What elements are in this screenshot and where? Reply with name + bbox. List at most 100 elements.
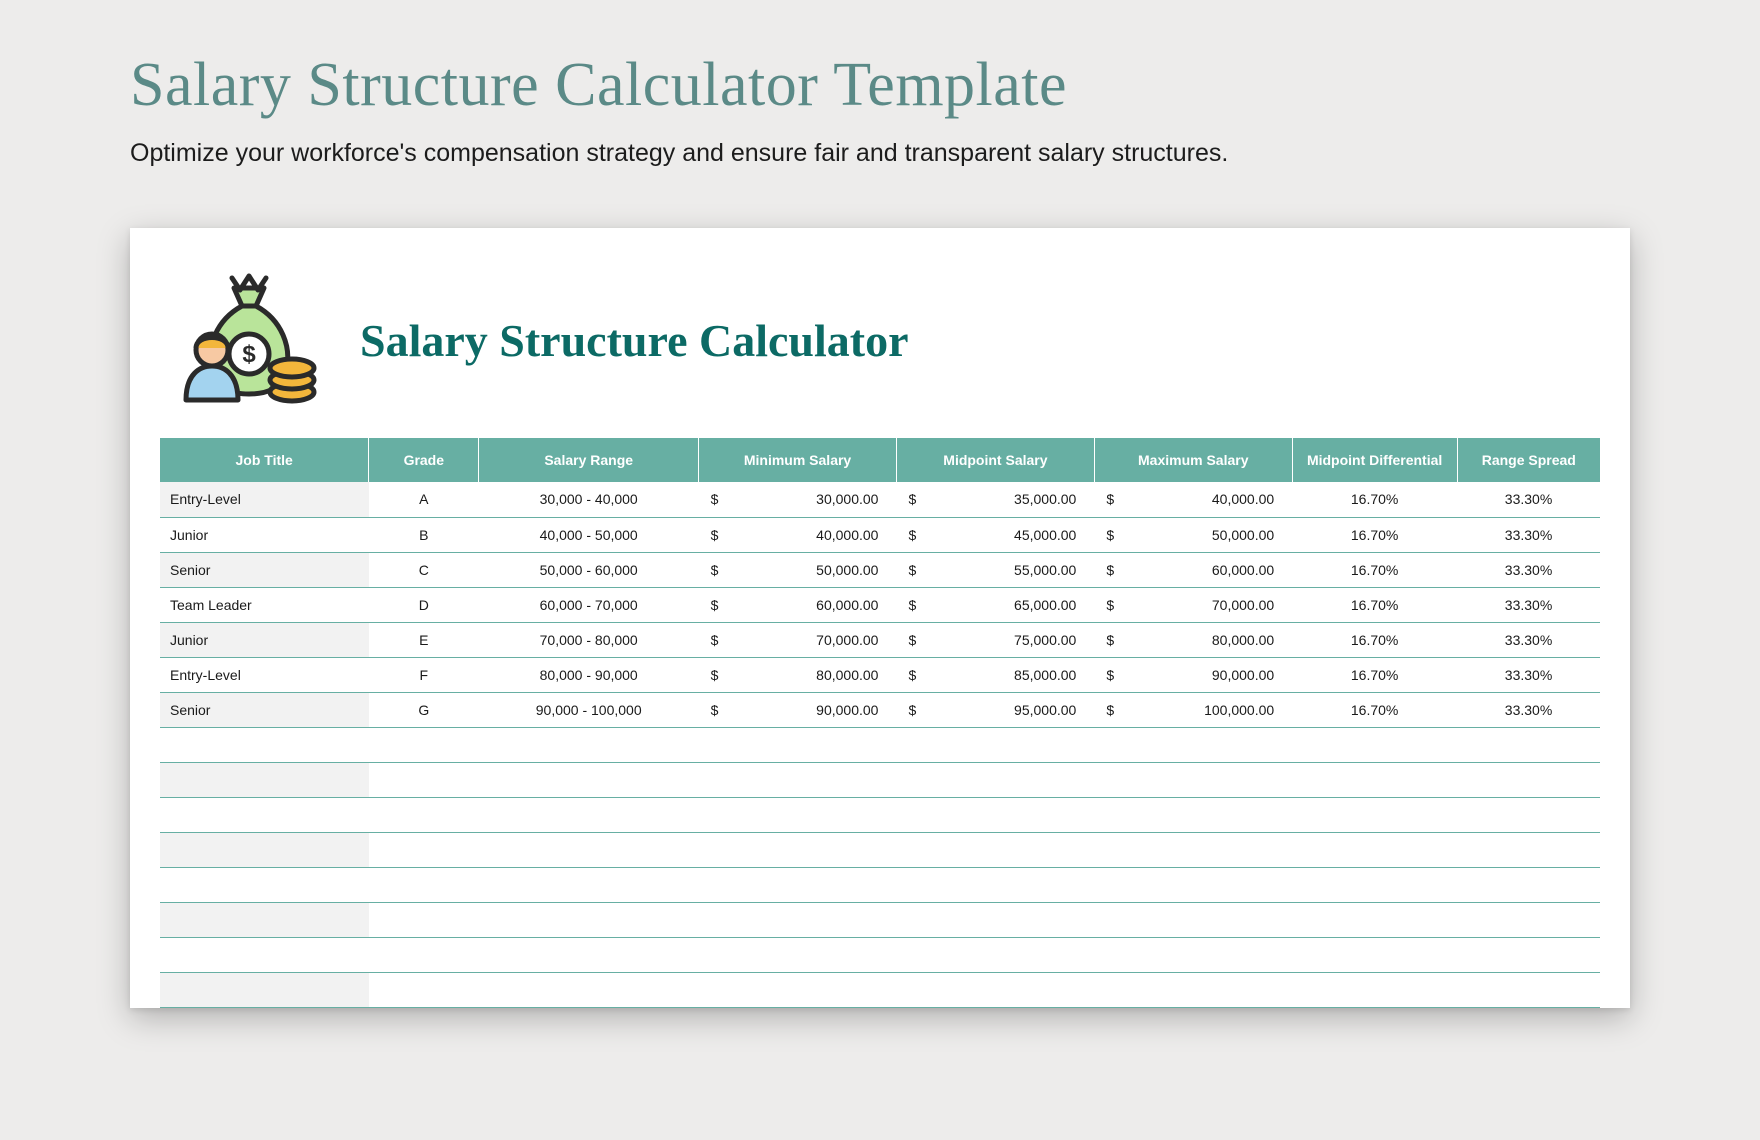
col-min-salary: Minimum Salary	[699, 438, 897, 482]
svg-text:$: $	[242, 341, 256, 368]
table-row: JuniorB40,000 - 50,000$40,000.00$45,000.…	[160, 517, 1600, 552]
cell-empty	[160, 762, 369, 797]
cell-spread: 33.30%	[1457, 482, 1600, 517]
cell-empty	[369, 867, 479, 902]
cell-empty	[1094, 972, 1292, 1007]
cell-job: Junior	[160, 622, 369, 657]
cell-job: Junior	[160, 517, 369, 552]
cell-empty	[1292, 902, 1457, 937]
table-header-row: Job Title Grade Salary Range Minimum Sal…	[160, 438, 1600, 482]
cell-grade: D	[369, 587, 479, 622]
cell-grade: B	[369, 517, 479, 552]
cell-empty	[369, 762, 479, 797]
cell-empty	[1094, 762, 1292, 797]
cell-empty	[1457, 797, 1600, 832]
table-row-empty	[160, 797, 1600, 832]
cell-grade: G	[369, 692, 479, 727]
cell-max: $100,000.00	[1094, 692, 1292, 727]
col-grade: Grade	[369, 438, 479, 482]
cell-empty	[1457, 762, 1600, 797]
cell-mid: $85,000.00	[896, 657, 1094, 692]
cell-range: 70,000 - 80,000	[479, 622, 699, 657]
cell-empty	[160, 867, 369, 902]
cell-empty	[1457, 972, 1600, 1007]
cell-job: Entry-Level	[160, 657, 369, 692]
cell-empty	[896, 972, 1094, 1007]
cell-empty	[699, 762, 897, 797]
cell-empty	[896, 867, 1094, 902]
cell-mid: $35,000.00	[896, 482, 1094, 517]
card-title: Salary Structure Calculator	[360, 314, 909, 367]
table-row-empty	[160, 902, 1600, 937]
cell-empty	[369, 972, 479, 1007]
cell-empty	[1094, 832, 1292, 867]
cell-empty	[699, 867, 897, 902]
cell-empty	[369, 937, 479, 972]
col-mid-salary: Midpoint Salary	[896, 438, 1094, 482]
cell-empty	[896, 832, 1094, 867]
cell-range: 40,000 - 50,000	[479, 517, 699, 552]
cell-diff: 16.70%	[1292, 657, 1457, 692]
cell-max: $60,000.00	[1094, 552, 1292, 587]
cell-empty	[1094, 867, 1292, 902]
cell-range: 90,000 - 100,000	[479, 692, 699, 727]
table-row-empty	[160, 867, 1600, 902]
cell-mid: $75,000.00	[896, 622, 1094, 657]
cell-diff: 16.70%	[1292, 692, 1457, 727]
cell-empty	[160, 727, 369, 762]
col-range-spread: Range Spread	[1457, 438, 1600, 482]
cell-diff: 16.70%	[1292, 622, 1457, 657]
cell-job: Senior	[160, 552, 369, 587]
cell-spread: 33.30%	[1457, 657, 1600, 692]
cell-diff: 16.70%	[1292, 552, 1457, 587]
table-row: Team LeaderD60,000 - 70,000$60,000.00$65…	[160, 587, 1600, 622]
cell-min: $90,000.00	[699, 692, 897, 727]
cell-min: $60,000.00	[699, 587, 897, 622]
cell-empty	[1094, 937, 1292, 972]
cell-job: Team Leader	[160, 587, 369, 622]
cell-empty	[160, 937, 369, 972]
salary-table: Job Title Grade Salary Range Minimum Sal…	[160, 438, 1600, 1008]
cell-empty	[160, 832, 369, 867]
cell-mid: $95,000.00	[896, 692, 1094, 727]
cell-empty	[699, 937, 897, 972]
cell-empty	[1457, 867, 1600, 902]
table-row: SeniorG90,000 - 100,000$90,000.00$95,000…	[160, 692, 1600, 727]
table-row-empty	[160, 937, 1600, 972]
cell-empty	[479, 902, 699, 937]
cell-empty	[1457, 727, 1600, 762]
cell-max: $50,000.00	[1094, 517, 1292, 552]
cell-empty	[699, 832, 897, 867]
cell-empty	[699, 902, 897, 937]
cell-empty	[479, 727, 699, 762]
cell-min: $30,000.00	[699, 482, 897, 517]
cell-max: $80,000.00	[1094, 622, 1292, 657]
cell-spread: 33.30%	[1457, 517, 1600, 552]
cell-empty	[160, 797, 369, 832]
cell-min: $80,000.00	[699, 657, 897, 692]
cell-empty	[896, 727, 1094, 762]
cell-empty	[1292, 937, 1457, 972]
table-row-empty	[160, 972, 1600, 1007]
cell-range: 50,000 - 60,000	[479, 552, 699, 587]
page-title: Salary Structure Calculator Template	[130, 50, 1630, 121]
cell-empty	[1457, 832, 1600, 867]
calculator-card: $ Salary Structure Calculator Job Title …	[130, 228, 1630, 1008]
cell-diff: 16.70%	[1292, 482, 1457, 517]
page-container: Salary Structure Calculator Template Opt…	[0, 0, 1760, 1008]
cell-mid: $55,000.00	[896, 552, 1094, 587]
cell-empty	[479, 797, 699, 832]
cell-empty	[699, 797, 897, 832]
table-row-empty	[160, 727, 1600, 762]
cell-empty	[1457, 902, 1600, 937]
cell-empty	[369, 727, 479, 762]
cell-empty	[479, 762, 699, 797]
col-mid-diff: Midpoint Differential	[1292, 438, 1457, 482]
cell-empty	[1292, 727, 1457, 762]
cell-empty	[369, 832, 479, 867]
table-row: SeniorC50,000 - 60,000$50,000.00$55,000.…	[160, 552, 1600, 587]
cell-empty	[896, 902, 1094, 937]
cell-empty	[896, 937, 1094, 972]
cell-grade: C	[369, 552, 479, 587]
cell-mid: $65,000.00	[896, 587, 1094, 622]
